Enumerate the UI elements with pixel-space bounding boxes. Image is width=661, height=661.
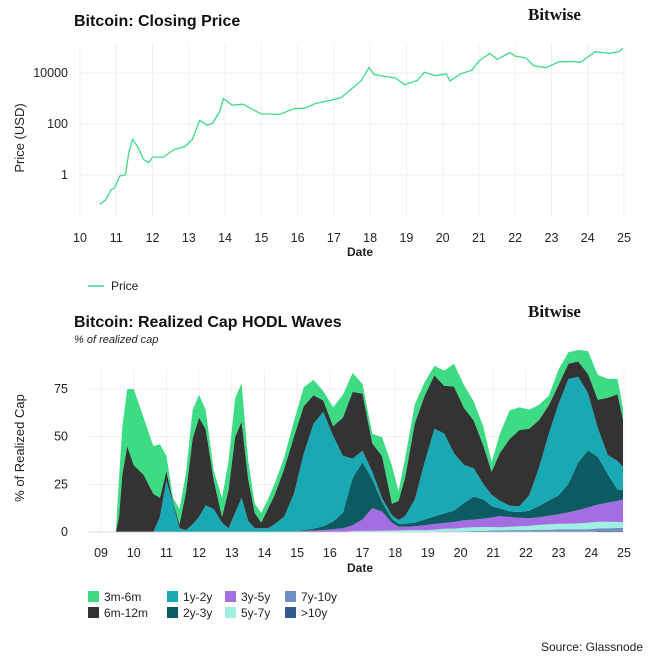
hodl-y-tick-label: 75 (54, 382, 68, 396)
price-x-tick-label: 23 (545, 231, 559, 245)
hodl-chart-areas (88, 350, 624, 533)
hodl-area-3m-6m (101, 350, 624, 532)
hodl-x-tick-label: 10 (127, 546, 141, 560)
hodl-x-tick-label: 20 (454, 546, 468, 560)
hodl-x-tick-label: 18 (388, 546, 402, 560)
hodl-legend-swatch (167, 591, 178, 602)
hodl-legend-swatch (225, 607, 236, 618)
hodl-legend-label: 3m-6m (104, 590, 141, 604)
price-chart-x-axis-label: Date (347, 245, 373, 259)
price-y-tick-label: 10000 (33, 66, 68, 80)
hodl-chart-x-axis-label: Date (347, 561, 373, 575)
hodl-chart-brand-logo: Bitwise (528, 302, 581, 321)
price-chart-title: Bitcoin: Closing Price (74, 13, 240, 30)
price-x-tick-label: 11 (110, 231, 123, 245)
price-x-tick-label: 10 (73, 231, 87, 245)
price-x-tick-label: 12 (146, 231, 160, 245)
hodl-x-tick-label: 25 (617, 546, 631, 560)
price-x-tick-label: 21 (472, 231, 486, 245)
price-chart-x-ticks: 10 11 12 13 14 15 16 17 18 19 20 21 22 23 24 25 (73, 231, 631, 245)
hodl-x-tick-label: 11 (160, 546, 173, 560)
hodl-area-6m-12m (101, 361, 624, 532)
hodl-x-tick-label: 23 (552, 546, 566, 560)
hodl-legend-swatch (88, 607, 99, 618)
price-x-tick-label: 16 (291, 231, 305, 245)
price-legend-label: Price (111, 279, 139, 293)
hodl-legend-label: 1y-2y (183, 590, 212, 604)
hodl-legend-label: 2y-3y (183, 606, 212, 620)
hodl-area-2y-3y (101, 450, 624, 532)
hodl-legend-label: 6m-12m (104, 606, 148, 620)
hodl-area-5y-7y (101, 521, 624, 532)
hodl-legend-swatch (225, 591, 236, 602)
hodl-area-3y-5y (101, 499, 624, 532)
price-chart-y-axis-label: Price (USD) (12, 103, 27, 172)
hodl-x-tick-label: 22 (519, 546, 533, 560)
price-chart-y-ticks: 1 100 10000 (33, 66, 68, 182)
hodl-x-tick-label: 16 (323, 546, 337, 560)
hodl-x-tick-label: 24 (584, 546, 598, 560)
price-x-tick-label: 17 (327, 231, 341, 245)
hodl-legend-swatch (285, 607, 296, 618)
hodl-area-7y-10y (101, 528, 624, 532)
hodl-x-tick-label: 13 (225, 546, 239, 560)
hodl-chart-subtitle: % of realized cap (74, 334, 158, 346)
hodl-chart-x-ticks: 09 10 11 12 13 14 15 16 17 18 19 20 21 22 23 24 25 (94, 546, 631, 560)
hodl-y-tick-label: 50 (54, 430, 68, 444)
price-x-tick-label: 20 (436, 231, 450, 245)
hodl-y-tick-label: 0 (61, 525, 68, 539)
price-x-tick-label: 19 (399, 231, 413, 245)
hodl-y-tick-label: 25 (54, 477, 68, 491)
price-chart-grid (79, 44, 625, 218)
price-x-tick-label: 14 (218, 231, 232, 245)
hodl-x-tick-label: 14 (258, 546, 272, 560)
price-x-tick-label: 22 (508, 231, 522, 245)
hodl-legend-swatch (167, 607, 178, 618)
hodl-chart-y-ticks: 0 25 50 75 (54, 382, 68, 539)
price-line (99, 47, 624, 205)
hodl-legend-swatch (88, 591, 99, 602)
hodl-x-tick-label: 17 (356, 546, 370, 560)
price-y-tick-label: 1 (61, 168, 68, 182)
hodl-x-tick-label: 09 (94, 546, 108, 560)
hodl-chart-legend: 3m-6m 6m-12m 1y-2y 2y-3y 3y-5y 5y-7y 7y-10y >10… (88, 590, 337, 620)
price-x-tick-label: 24 (581, 231, 595, 245)
price-y-tick-label: 100 (47, 117, 68, 131)
price-x-tick-label: 13 (182, 231, 196, 245)
hodl-legend-label: 7y-10y (301, 590, 337, 604)
hodl-legend-swatch (285, 591, 296, 602)
hodl-chart-title: Bitcoin: Realized Cap HODL Waves (74, 314, 342, 331)
hodl-chart-y-axis-label: % of Realized Cap (12, 394, 27, 502)
hodl-x-tick-label: 21 (486, 546, 500, 560)
hodl-x-tick-label: 15 (290, 546, 304, 560)
hodl-legend-label: >10y (301, 606, 327, 620)
hodl-x-tick-label: 12 (192, 546, 206, 560)
hodl-legend-label: 5y-7y (241, 606, 270, 620)
price-chart-brand-logo: Bitwise (528, 5, 581, 24)
price-chart-series (99, 47, 624, 205)
hodl-legend-label: 3y-5y (241, 590, 270, 604)
hodl-area-1y-2y (101, 376, 624, 532)
source-note: Source: Glassnode (541, 640, 643, 654)
price-x-tick-label: 15 (254, 231, 268, 245)
price-x-tick-label: 25 (617, 231, 631, 245)
hodl-x-tick-label: 19 (421, 546, 435, 560)
price-x-tick-label: 18 (363, 231, 377, 245)
